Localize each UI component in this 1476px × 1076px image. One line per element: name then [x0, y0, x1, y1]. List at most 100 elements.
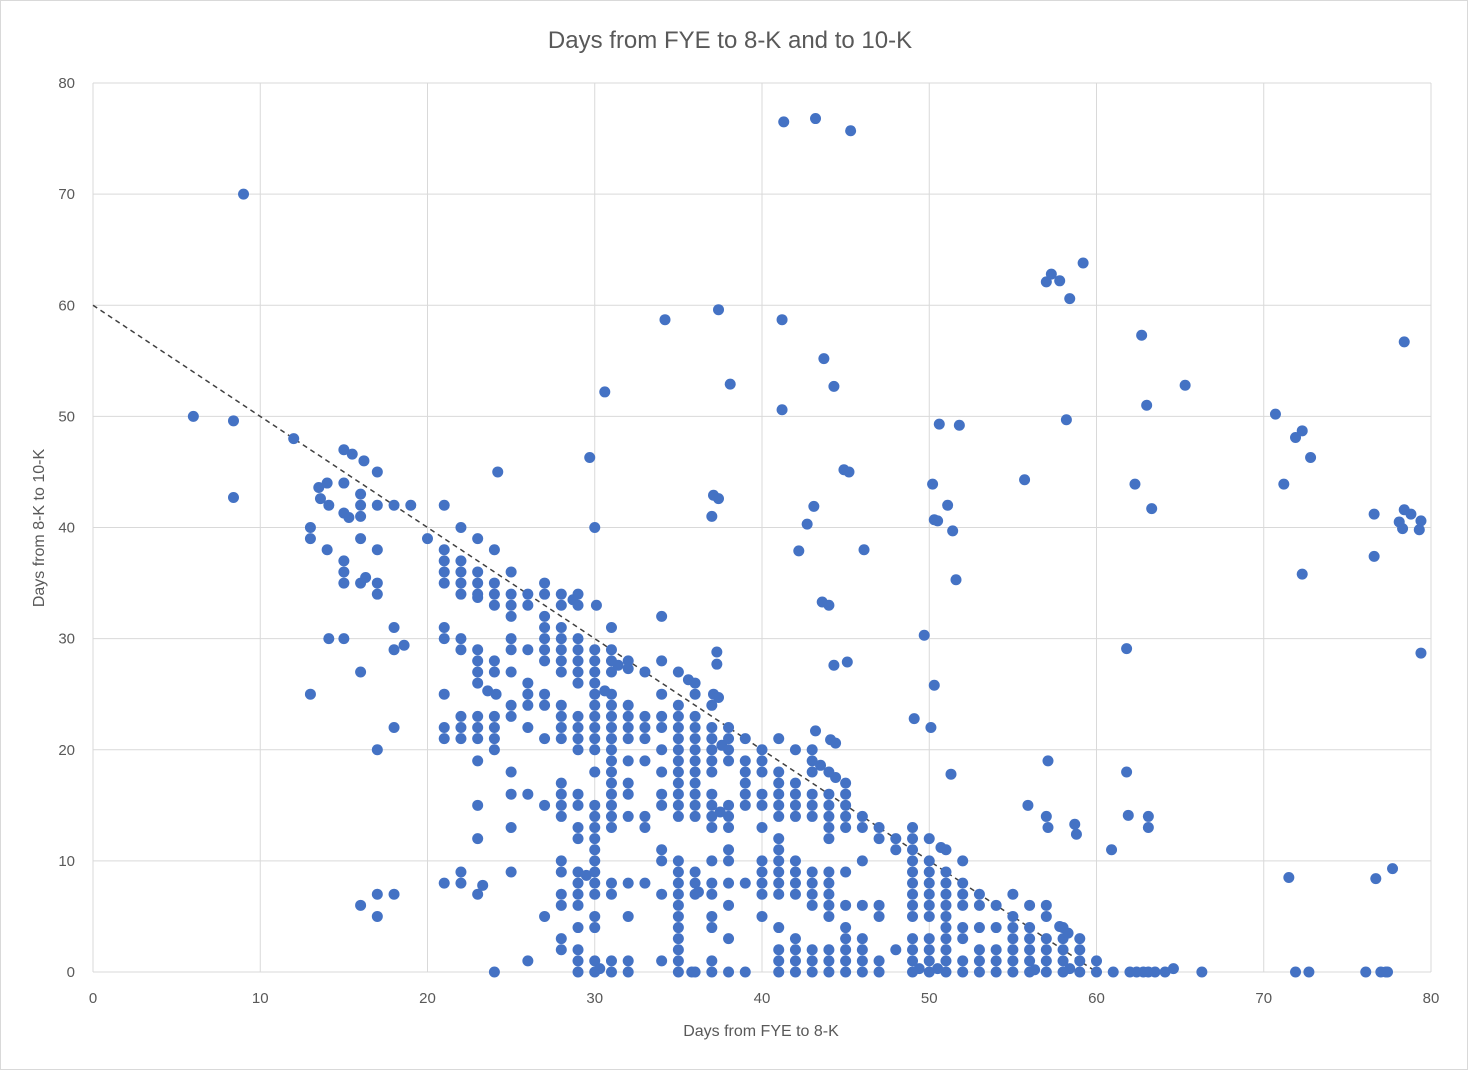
data-point — [973, 966, 985, 978]
data-point — [806, 966, 818, 978]
data-point — [723, 822, 735, 834]
y-axis-ticks: 0 10 20 30 40 50 60 70 80 — [58, 75, 75, 981]
data-point — [505, 644, 517, 656]
data-point — [957, 955, 969, 967]
data-point — [455, 522, 467, 533]
data-point — [505, 866, 517, 878]
data-point — [830, 737, 842, 749]
data-point — [572, 666, 584, 678]
data-point — [789, 933, 801, 945]
data-point — [622, 910, 634, 922]
data-point — [589, 677, 601, 689]
data-point — [605, 810, 617, 822]
data-point — [843, 466, 855, 478]
data-point — [957, 877, 969, 889]
data-point — [1029, 964, 1041, 976]
data-point — [555, 799, 567, 811]
data-point — [723, 877, 735, 889]
data-point — [840, 777, 852, 789]
data-point — [756, 888, 768, 900]
data-point — [622, 788, 634, 800]
data-point — [589, 799, 601, 811]
data-point — [818, 353, 830, 365]
data-point — [639, 710, 651, 722]
data-point — [589, 955, 601, 967]
data-point — [689, 877, 701, 889]
data-point — [605, 688, 617, 700]
data-point — [756, 855, 768, 867]
data-point — [840, 955, 852, 967]
data-point — [713, 692, 725, 704]
data-point — [555, 933, 567, 945]
data-point — [942, 499, 954, 511]
data-point — [656, 855, 668, 867]
data-point — [438, 722, 450, 734]
data-point — [756, 766, 768, 778]
data-point — [539, 610, 551, 622]
data-point — [1278, 478, 1290, 490]
data-point — [739, 799, 751, 811]
data-point — [539, 633, 551, 645]
data-point — [488, 666, 500, 678]
data-point — [776, 404, 788, 416]
data-point — [572, 655, 584, 667]
data-point — [555, 722, 567, 734]
data-point — [856, 810, 868, 822]
data-point — [711, 646, 723, 658]
data-point — [723, 744, 735, 756]
data-point — [713, 304, 725, 316]
data-point — [689, 677, 701, 689]
data-point — [789, 777, 801, 789]
data-point — [672, 866, 684, 878]
data-point — [492, 466, 504, 478]
data-point — [438, 733, 450, 745]
data-point — [455, 877, 467, 889]
data-point — [907, 822, 919, 834]
data-point — [555, 810, 567, 822]
data-point — [672, 755, 684, 767]
data-point — [823, 888, 835, 900]
data-point — [672, 744, 684, 756]
data-point — [945, 768, 957, 780]
data-point — [1040, 966, 1052, 978]
data-point — [1042, 822, 1054, 834]
reference-line-group — [92, 304, 1097, 973]
data-point — [1074, 933, 1086, 945]
data-point — [388, 644, 400, 656]
data-point — [572, 633, 584, 645]
data-point — [907, 944, 919, 956]
data-point — [907, 955, 919, 967]
data-point — [472, 799, 484, 811]
data-point — [1040, 910, 1052, 922]
data-point — [505, 766, 517, 778]
data-point — [823, 788, 835, 800]
data-point — [672, 855, 684, 867]
data-point — [572, 877, 584, 889]
data-point — [555, 888, 567, 900]
data-point — [823, 810, 835, 822]
data-point — [522, 788, 534, 800]
data-point — [689, 777, 701, 789]
data-point — [656, 788, 668, 800]
data-point — [840, 922, 852, 934]
data-point — [488, 733, 500, 745]
data-point — [739, 788, 751, 800]
data-point — [773, 922, 785, 934]
data-point — [773, 966, 785, 978]
data-point — [957, 922, 969, 934]
data-point — [572, 677, 584, 689]
data-point — [1042, 755, 1054, 767]
data-point — [990, 922, 1002, 934]
data-point — [589, 844, 601, 856]
data-point — [438, 544, 450, 556]
data-point — [288, 433, 300, 445]
data-point — [472, 592, 484, 604]
data-point — [723, 933, 735, 945]
data-point — [773, 799, 785, 811]
data-point — [801, 518, 813, 530]
data-point — [815, 759, 827, 771]
data-point — [555, 599, 567, 611]
data-point — [656, 844, 668, 856]
data-point — [856, 955, 868, 967]
